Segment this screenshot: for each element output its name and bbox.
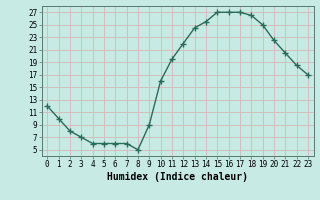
X-axis label: Humidex (Indice chaleur): Humidex (Indice chaleur) xyxy=(107,172,248,182)
